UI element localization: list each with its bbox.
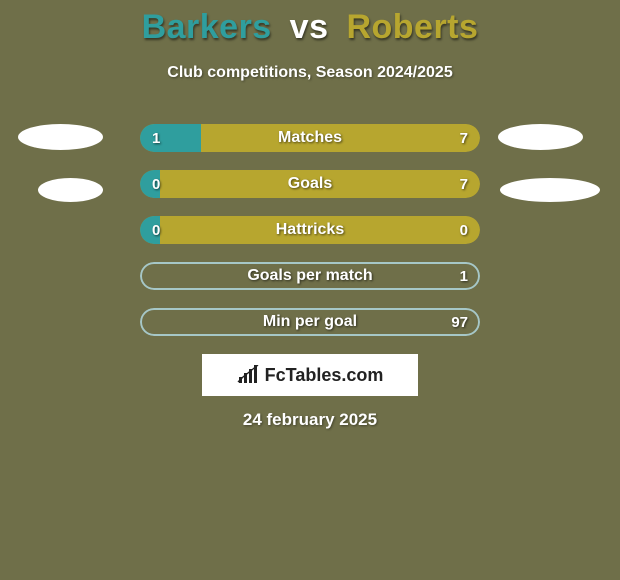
date-text: 24 february 2025 [0,410,620,430]
subtitle: Club competitions, Season 2024/2025 [0,64,620,82]
stat-row: Goals per match1 [140,262,480,290]
title-vs: vs [290,8,329,46]
stat-bars: Matches17 Goals07 Hattricks00 Goals per mat… [140,124,480,354]
stat-row: Goals07 [140,170,480,198]
stat-fill-left [140,124,201,152]
stat-fill-left [140,170,160,198]
stat-row: Min per goal97 [140,308,480,336]
page-title: Barkers vs Roberts [0,8,620,47]
stat-track [140,170,480,198]
right-placeholder-ellipse [500,178,600,202]
player2-name: Roberts [346,8,478,46]
bar-chart-icon [237,365,259,385]
stat-fill-left [140,216,160,244]
left-placeholder-ellipse [38,178,103,202]
stat-track [140,262,480,290]
left-placeholder-ellipse [18,124,103,150]
brand-badge: FcTables.com [202,354,418,396]
brand-prefix: Fc [265,365,286,385]
brand-text: FcTables.com [265,365,384,386]
stat-row: Hattricks00 [140,216,480,244]
right-placeholder-ellipse [498,124,583,150]
stat-track [140,216,480,244]
brand-rest: Tables.com [286,365,384,385]
stat-track [140,308,480,336]
stat-row: Matches17 [140,124,480,152]
comparison-infographic: Barkers vs Roberts Club competitions, Se… [0,0,620,580]
player1-name: Barkers [142,8,272,46]
